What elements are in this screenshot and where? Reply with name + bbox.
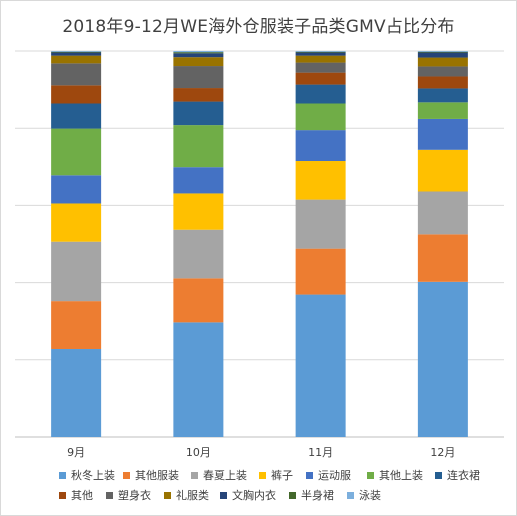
- bar-segment: [295, 72, 346, 85]
- bar-segment: [295, 51, 346, 53]
- bar-segment: [173, 53, 224, 58]
- bar-segment: [295, 52, 346, 56]
- legend-swatch: [220, 491, 227, 499]
- legend-item: 礼服类: [164, 487, 209, 503]
- legend-label: 其他: [71, 489, 93, 502]
- bar-segment: [417, 51, 468, 52]
- bar-segment: [51, 63, 102, 86]
- bar-segment: [173, 125, 224, 168]
- bar-segment: [51, 103, 102, 129]
- bar-segment: [417, 281, 468, 437]
- legend-swatch: [164, 491, 171, 499]
- legend-swatch: [306, 471, 313, 479]
- bar-segment: [417, 118, 468, 150]
- bar-segment: [173, 322, 224, 437]
- legend-label: 塑身衣: [118, 489, 151, 502]
- bar-segment: [295, 51, 346, 52]
- bar-segment: [417, 149, 468, 192]
- legend-item: 运动服: [306, 467, 351, 483]
- bar-segment: [417, 76, 468, 89]
- bar-segment: [295, 84, 346, 104]
- bar-segment: [51, 301, 102, 349]
- bar-segment: [51, 203, 102, 242]
- legend-label: 其他服装: [135, 469, 179, 482]
- bar-segment: [173, 229, 224, 279]
- bar-segment: [173, 278, 224, 323]
- legend-label: 运动服: [318, 469, 351, 482]
- bar-segment: [173, 57, 224, 67]
- bar-segment: [51, 52, 102, 56]
- legend-item: 文胸内衣: [220, 487, 276, 503]
- legend-item: 连衣裙: [435, 467, 480, 483]
- legend-swatch: [347, 491, 354, 499]
- bar-segment: [51, 348, 102, 437]
- bar-segment: [417, 102, 468, 119]
- x-tick-label: 11月: [308, 446, 333, 459]
- bar-segment: [173, 101, 224, 126]
- legend-item: 泳装: [347, 487, 381, 503]
- x-tick-label: 12月: [430, 446, 455, 459]
- bar-segment: [51, 85, 102, 104]
- bar-segment: [173, 66, 224, 89]
- bar-segment: [51, 51, 102, 52]
- bar-segment: [51, 241, 102, 302]
- bar-segment: [51, 175, 102, 204]
- bar-segment: [295, 161, 346, 200]
- legend-swatch: [367, 471, 374, 479]
- bar-segment: [417, 88, 468, 103]
- legend-label: 春夏上装: [203, 469, 247, 482]
- bar-segment: [295, 62, 346, 73]
- bar-segment: [51, 55, 102, 64]
- legend-item: 塑身衣: [106, 487, 151, 503]
- legend-swatch: [59, 491, 66, 499]
- legend-label: 连衣裙: [447, 469, 480, 482]
- bar-segment: [417, 51, 468, 53]
- legend-swatch: [289, 491, 296, 499]
- bar-segment: [295, 130, 346, 162]
- bar-segment: [295, 103, 346, 131]
- bar-segment: [51, 51, 102, 53]
- legend-label: 泳装: [359, 489, 381, 502]
- bar-segment: [173, 88, 224, 102]
- legend-item: 秋冬上装: [59, 467, 115, 483]
- bar-segment: [417, 191, 468, 235]
- legend-label: 文胸内衣: [232, 489, 276, 502]
- legend-swatch: [191, 471, 198, 479]
- legend-swatch: [435, 471, 442, 479]
- bar-segment: [295, 248, 346, 295]
- x-tick-label: 10月: [186, 446, 211, 459]
- chart-title: 2018年9-12月WE海外仓服装子品类GMV占比分布: [62, 17, 455, 37]
- legend-item: 其他: [59, 487, 93, 503]
- bar-segment: [417, 234, 468, 282]
- legend-label: 半身裙: [301, 489, 334, 502]
- legend-item: 其他上装: [367, 467, 423, 483]
- bar-segment: [51, 128, 102, 176]
- bar-segment: [417, 57, 468, 67]
- x-tick-label: 9月: [67, 446, 85, 459]
- legend-item: 半身裙: [289, 487, 334, 503]
- legend-swatch: [106, 491, 113, 499]
- bar-segment: [173, 167, 224, 194]
- legend-label: 秋冬上装: [71, 469, 115, 482]
- legend-item: 春夏上装: [191, 467, 247, 483]
- legend-item: 裤子: [259, 467, 293, 483]
- bar-segment: [295, 199, 346, 249]
- bar-segment: [173, 52, 224, 54]
- bar-segment: [173, 51, 224, 53]
- legend-swatch: [123, 471, 130, 479]
- bar-segment: [295, 55, 346, 63]
- legend-item: 其他服装: [123, 467, 179, 483]
- bar-segment: [295, 294, 346, 437]
- legend-label: 其他上装: [379, 469, 423, 482]
- bar-segment: [417, 66, 468, 77]
- legend-label: 礼服类: [176, 489, 209, 502]
- bar-segment: [173, 193, 224, 230]
- legend-label: 裤子: [271, 469, 293, 482]
- bar-segment: [417, 52, 468, 58]
- legend-swatch: [259, 471, 266, 479]
- legend-swatch: [59, 471, 66, 479]
